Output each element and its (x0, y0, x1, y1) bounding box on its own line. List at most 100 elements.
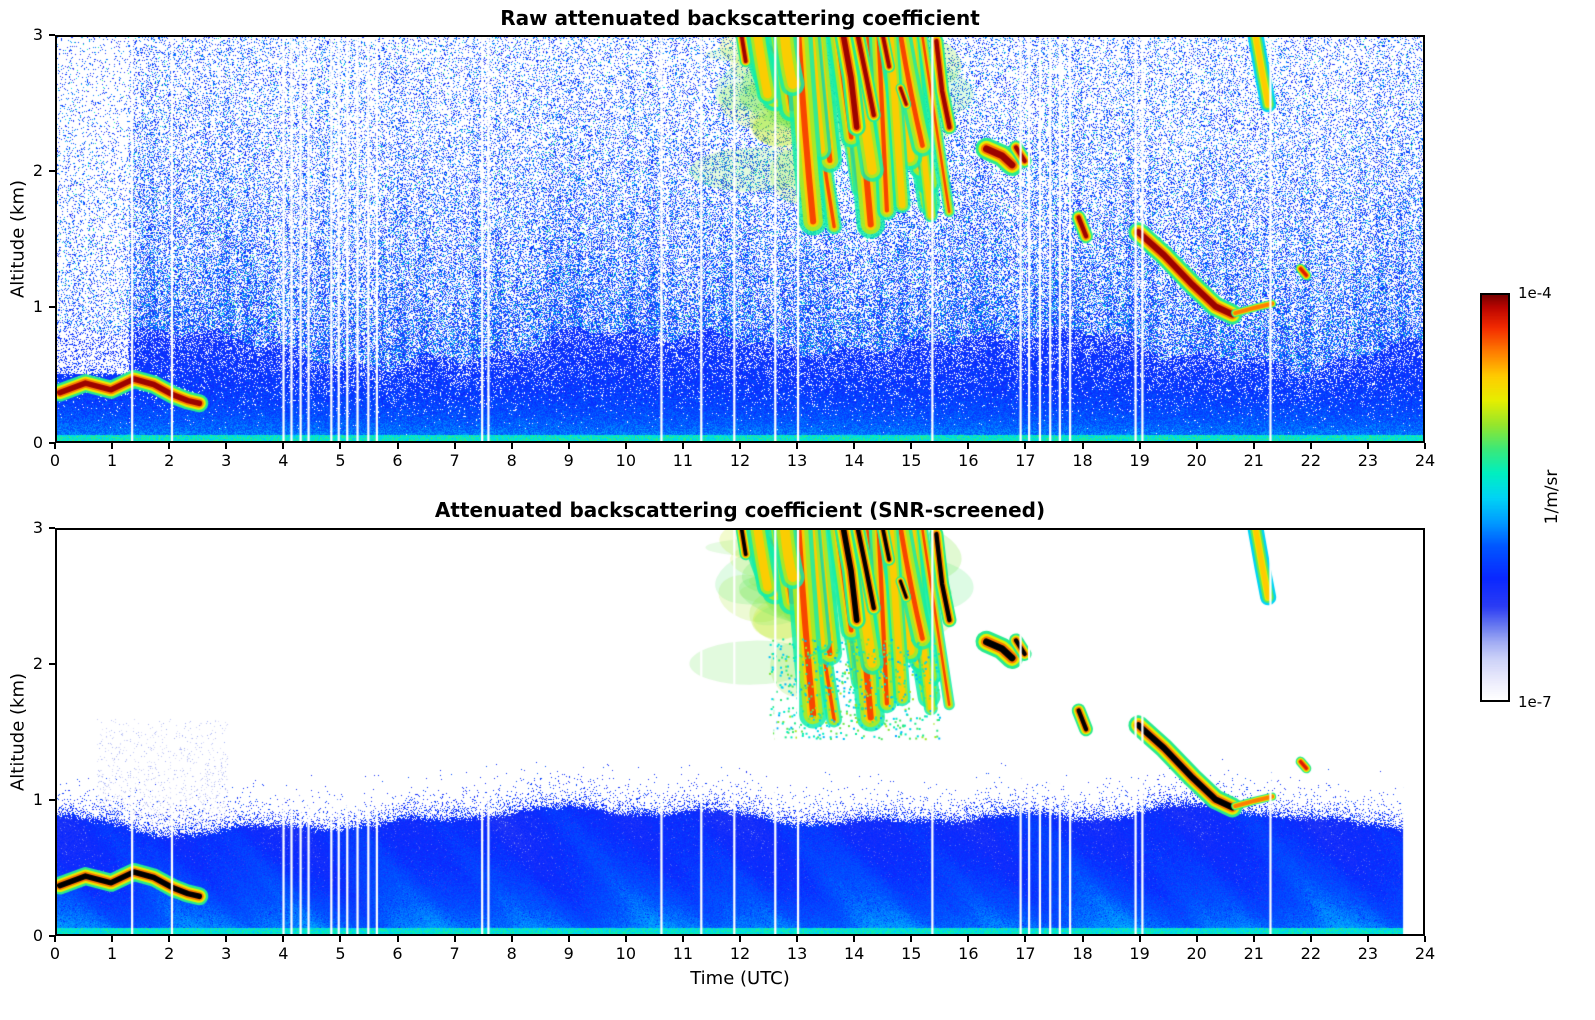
x-tick-mark (1253, 443, 1255, 449)
y-tick-mark (49, 306, 55, 308)
x-tick-mark (1196, 443, 1198, 449)
x-tick-mark (1024, 443, 1026, 449)
x-tick-mark (682, 936, 684, 942)
x-tick-label: 13 (782, 451, 812, 470)
x-tick-mark (111, 443, 113, 449)
x-tick-label: 11 (668, 451, 698, 470)
x-tick-mark (1082, 443, 1084, 449)
x-tick-mark (1253, 936, 1255, 942)
x-tick-mark (967, 443, 969, 449)
y-tick-label: 3 (0, 518, 43, 537)
x-tick-label: 12 (725, 451, 755, 470)
x-tick-mark (967, 936, 969, 942)
x-tick-label: 6 (383, 944, 413, 963)
x-tick-label: 15 (896, 451, 926, 470)
y-tick-mark (49, 34, 55, 36)
x-tick-label: 9 (554, 451, 584, 470)
x-tick-mark (625, 443, 627, 449)
x-tick-mark (282, 936, 284, 942)
x-tick-mark (910, 443, 912, 449)
x-tick-mark (682, 443, 684, 449)
x-tick-mark (910, 936, 912, 942)
x-tick-label: 24 (1410, 451, 1440, 470)
x-tick-label: 20 (1182, 944, 1212, 963)
x-tick-label: 7 (440, 451, 470, 470)
x-tick-label: 20 (1182, 451, 1212, 470)
x-tick-label: 14 (839, 944, 869, 963)
raw-panel-title: Raw attenuated backscattering coefficien… (55, 6, 1425, 30)
x-tick-label: 22 (1296, 451, 1326, 470)
x-tick-mark (1139, 443, 1141, 449)
x-tick-mark (1139, 936, 1141, 942)
x-tick-label: 5 (325, 451, 355, 470)
x-tick-mark (796, 936, 798, 942)
x-tick-label: 10 (611, 944, 641, 963)
x-axis-label: Time (UTC) (55, 968, 1425, 989)
colorbar-canvas (1482, 295, 1508, 700)
x-tick-label: 0 (40, 944, 70, 963)
x-tick-label: 1 (97, 944, 127, 963)
x-tick-mark (225, 443, 227, 449)
x-tick-mark (168, 936, 170, 942)
x-tick-label: 24 (1410, 944, 1440, 963)
y-tick-label: 3 (0, 25, 43, 44)
x-tick-label: 21 (1239, 451, 1269, 470)
x-tick-label: 5 (325, 944, 355, 963)
raw-heatmap-canvas (57, 37, 1423, 441)
x-tick-label: 23 (1353, 451, 1383, 470)
y-tick-label: 2 (0, 654, 43, 673)
x-tick-label: 18 (1068, 944, 1098, 963)
x-tick-label: 12 (725, 944, 755, 963)
screened-x-axis-ticks: 0 1 2 3 4 5 6 7 8 9 10 11 12 13 14 15 16 17 18 19 20 21 22 23 24 (55, 936, 1425, 966)
x-tick-label: 19 (1125, 944, 1155, 963)
x-tick-mark (739, 936, 741, 942)
y-tick-mark (49, 442, 55, 444)
colorbar (1480, 293, 1510, 702)
x-tick-label: 19 (1125, 451, 1155, 470)
x-tick-mark (1082, 936, 1084, 942)
x-tick-mark (853, 443, 855, 449)
x-tick-label: 14 (839, 451, 869, 470)
x-tick-mark (282, 443, 284, 449)
x-tick-mark (454, 936, 456, 942)
x-tick-label: 17 (1010, 944, 1040, 963)
x-tick-mark (1310, 443, 1312, 449)
x-tick-label: 13 (782, 944, 812, 963)
x-tick-label: 22 (1296, 944, 1326, 963)
x-tick-mark (111, 936, 113, 942)
x-tick-mark (853, 936, 855, 942)
y-tick-mark (49, 663, 55, 665)
x-tick-label: 18 (1068, 451, 1098, 470)
x-tick-mark (397, 443, 399, 449)
y-tick-label: 0 (0, 926, 43, 945)
x-tick-label: 0 (40, 451, 70, 470)
x-tick-label: 6 (383, 451, 413, 470)
x-tick-mark (339, 936, 341, 942)
x-tick-mark (568, 936, 570, 942)
x-tick-label: 16 (953, 451, 983, 470)
x-tick-mark (511, 443, 513, 449)
y-tick-label: 0 (0, 433, 43, 452)
screened-heatmap-panel (55, 528, 1425, 936)
x-tick-label: 7 (440, 944, 470, 963)
x-tick-mark (1367, 936, 1369, 942)
x-tick-label: 8 (497, 944, 527, 963)
x-tick-label: 10 (611, 451, 641, 470)
figure: Raw attenuated backscattering coefficien… (0, 0, 1595, 1020)
x-tick-label: 9 (554, 944, 584, 963)
x-tick-mark (454, 443, 456, 449)
screened-y-axis-ticks: 0123 (0, 528, 55, 936)
x-tick-label: 11 (668, 944, 698, 963)
x-tick-label: 17 (1010, 451, 1040, 470)
x-tick-label: 2 (154, 451, 184, 470)
y-tick-label: 2 (0, 161, 43, 180)
raw-x-axis-ticks: 0 1 2 3 4 5 6 7 8 9 10 11 12 13 14 15 16 17 18 19 20 21 22 23 24 (55, 443, 1425, 473)
y-tick-mark (49, 799, 55, 801)
x-tick-label: 15 (896, 944, 926, 963)
y-tick-mark (49, 527, 55, 529)
y-tick-mark (49, 935, 55, 937)
x-tick-mark (511, 936, 513, 942)
y-tick-label: 1 (0, 790, 43, 809)
x-tick-mark (1424, 936, 1426, 942)
screened-panel-title: Attenuated backscattering coefficient (S… (55, 498, 1425, 522)
